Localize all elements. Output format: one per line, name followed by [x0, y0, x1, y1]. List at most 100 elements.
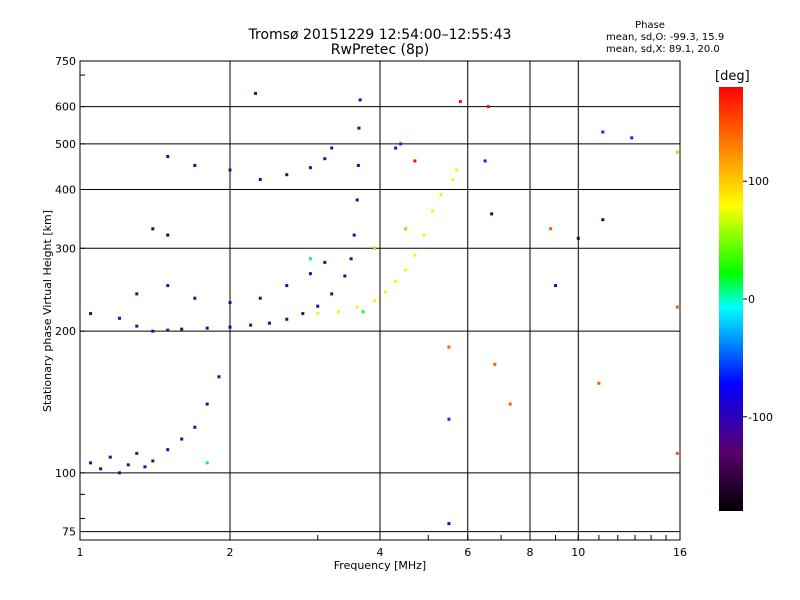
data-point	[455, 168, 459, 172]
data-point	[447, 417, 451, 421]
data-point	[458, 100, 462, 104]
data-point	[630, 136, 634, 140]
data-point	[258, 296, 262, 300]
data-point	[151, 459, 155, 463]
data-point	[403, 227, 407, 231]
data-point	[166, 233, 170, 237]
data-point	[117, 316, 121, 320]
data-point	[323, 260, 327, 264]
data-point	[99, 467, 103, 471]
y-tick-label: 600	[55, 101, 76, 114]
data-point	[217, 375, 221, 379]
data-point	[228, 301, 232, 305]
data-point	[180, 327, 184, 331]
data-point	[258, 178, 262, 182]
data-point	[355, 305, 359, 309]
data-point	[166, 328, 170, 332]
data-point	[576, 236, 580, 240]
y-tick-label: 75	[62, 526, 76, 539]
colorbar	[719, 87, 743, 511]
data-point	[117, 471, 121, 475]
data-point	[308, 166, 312, 170]
data-point	[601, 130, 605, 134]
colorbar-unit-label: [deg]	[715, 69, 750, 84]
data-point	[349, 257, 353, 261]
x-tick-label: 4	[377, 546, 384, 559]
data-points	[89, 91, 679, 526]
colorbar-tick-label: 100	[748, 175, 769, 188]
data-point	[675, 305, 679, 309]
phase-stats-x-mode: mean, sd,X: 89.1, 20.0	[606, 44, 720, 55]
x-tick-label: 10	[571, 546, 585, 559]
data-point	[508, 402, 512, 406]
data-point	[323, 157, 327, 161]
data-point	[193, 425, 197, 429]
chart-subtitle: RwPretec (8p)	[330, 42, 430, 58]
data-point	[601, 218, 605, 222]
data-point	[343, 274, 347, 278]
data-point	[356, 163, 360, 167]
data-point	[330, 146, 334, 150]
data-point	[675, 451, 679, 455]
data-point	[180, 437, 184, 441]
data-point	[151, 227, 155, 231]
data-point	[439, 193, 443, 197]
data-point	[108, 455, 112, 459]
data-point	[447, 345, 451, 349]
axis-ticks: 1 2 4 6 8 10 16 75 100 200 300 400 500 600 750	[55, 55, 687, 559]
y-tick-label: 400	[55, 183, 76, 196]
x-tick-label: 8	[527, 546, 534, 559]
data-point	[166, 448, 170, 452]
data-point	[394, 280, 398, 284]
data-point	[135, 292, 139, 296]
data-point	[553, 284, 557, 288]
y-tick-label: 200	[55, 325, 76, 338]
x-tick-label: 1	[77, 546, 84, 559]
data-point	[373, 299, 377, 303]
data-point	[166, 155, 170, 159]
data-point	[358, 98, 362, 102]
data-point	[373, 246, 377, 250]
data-point	[597, 381, 601, 385]
data-point	[483, 159, 487, 163]
data-point	[493, 362, 497, 366]
data-point	[431, 209, 435, 213]
data-point	[357, 126, 361, 130]
data-point	[205, 402, 209, 406]
data-point	[399, 142, 403, 146]
data-point	[285, 173, 289, 177]
phase-stats-title: Phase	[635, 20, 665, 31]
data-point	[285, 284, 289, 288]
data-point	[143, 465, 147, 469]
chart-title: Tromsø 20151229 12:54:00–12:55:43	[248, 27, 512, 43]
data-point	[422, 233, 426, 237]
data-point	[135, 324, 139, 328]
colorbar-ticks: 100 0 -100	[743, 175, 773, 424]
data-point	[228, 168, 232, 172]
data-point	[285, 317, 289, 321]
data-point	[413, 159, 417, 163]
data-point	[89, 461, 93, 465]
data-point	[166, 284, 170, 288]
data-point	[89, 312, 93, 316]
data-point	[193, 163, 197, 167]
data-point	[675, 150, 679, 154]
colorbar-tick-label: 0	[748, 293, 755, 306]
data-point	[316, 312, 320, 316]
data-point	[451, 178, 455, 182]
data-point	[151, 329, 155, 333]
data-point	[361, 310, 365, 314]
data-point	[205, 461, 209, 465]
data-point	[316, 304, 320, 308]
data-point	[193, 296, 197, 300]
grid-lines	[79, 60, 681, 540]
phase-stats-o-mode: mean, sd,O: -99.3, 15.9	[606, 32, 725, 43]
x-tick-label: 2	[227, 546, 234, 559]
data-point	[403, 268, 407, 272]
data-point	[383, 290, 387, 294]
data-point	[253, 91, 257, 95]
data-point	[352, 233, 356, 237]
data-point	[126, 463, 130, 467]
